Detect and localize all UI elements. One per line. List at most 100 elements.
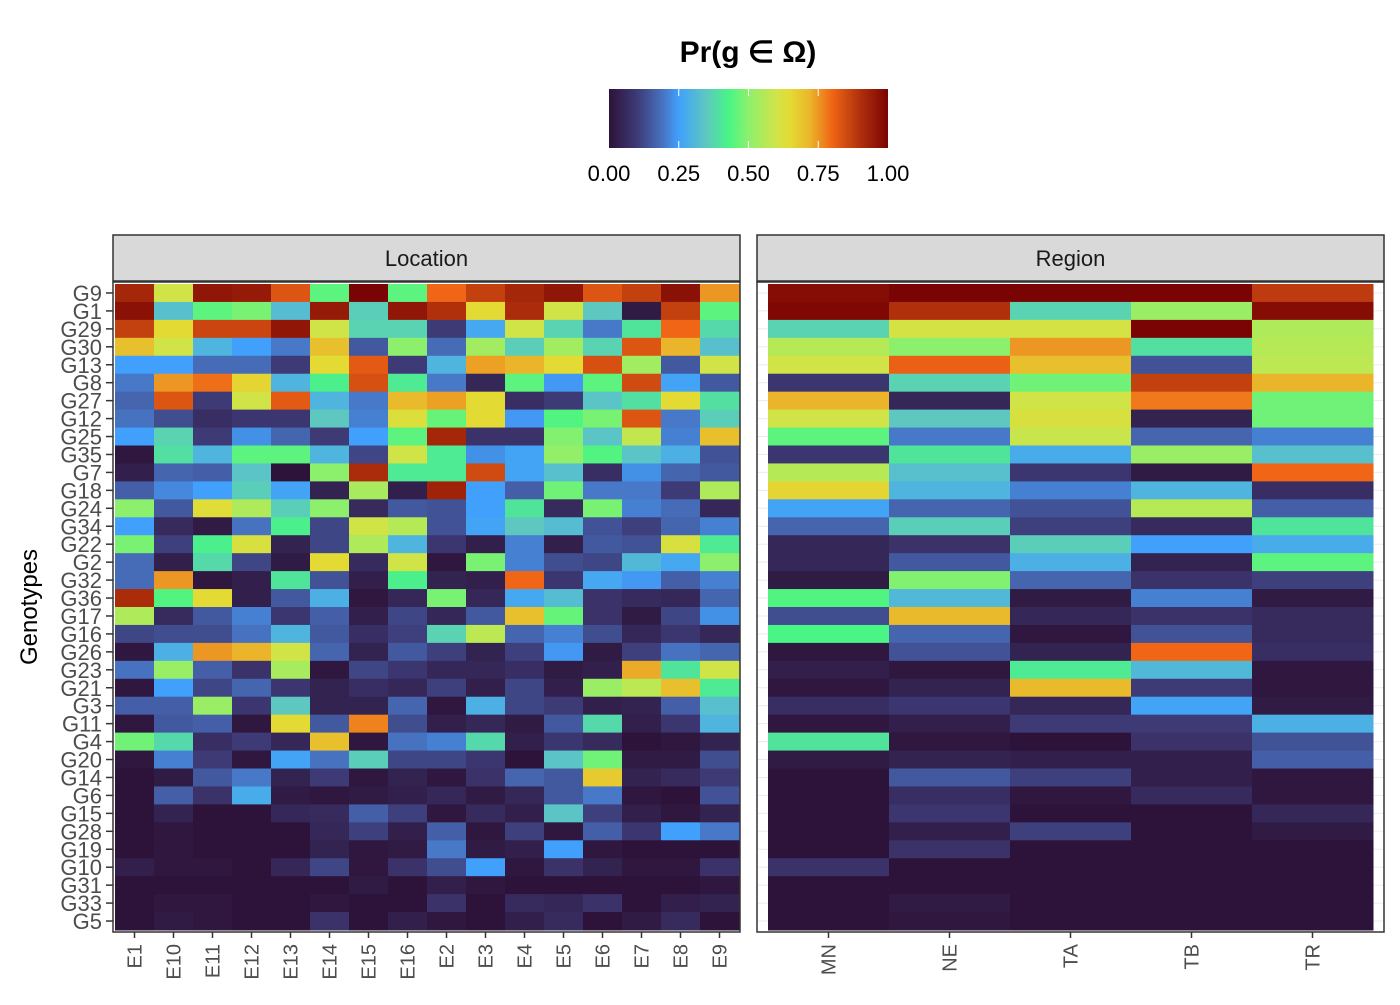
heatmap-cell — [505, 391, 545, 411]
heatmap-cell — [1131, 804, 1253, 823]
heatmap-cell — [544, 750, 584, 769]
heatmap-cell — [349, 284, 389, 303]
heatmap-cell — [349, 696, 389, 716]
heatmap-cell — [768, 786, 890, 805]
heatmap-cell — [768, 732, 890, 752]
heatmap-cell — [661, 804, 701, 823]
heatmap-cell — [466, 499, 506, 518]
heatmap-cell — [466, 678, 506, 698]
y-tick-label: G22 — [60, 532, 102, 557]
heatmap-cell — [544, 768, 584, 787]
heatmap-cell — [154, 373, 194, 393]
heatmap-cell — [622, 714, 662, 734]
heatmap-cell — [1131, 660, 1253, 680]
heatmap-cell — [193, 732, 233, 752]
y-tick-label: G11 — [62, 712, 102, 737]
heatmap-cell — [1252, 319, 1374, 339]
heatmap-cell — [271, 768, 311, 787]
heatmap-cell — [154, 427, 194, 446]
heatmap-cell — [115, 499, 155, 518]
heatmap-cell — [889, 481, 1011, 500]
heatmap-cell — [427, 445, 467, 464]
heatmap-cell — [310, 284, 350, 303]
heatmap-cell — [1010, 355, 1132, 375]
heatmap-cell — [622, 535, 662, 554]
x-tick-label: E9 — [710, 944, 732, 968]
heatmap-cell — [1131, 319, 1253, 339]
heatmap-cell — [154, 445, 194, 464]
heatmap-cell — [310, 535, 350, 554]
y-tick-label: G7 — [73, 460, 102, 485]
heatmap-cell — [310, 409, 350, 429]
heatmap-cell — [768, 517, 890, 536]
heatmap-cell — [889, 804, 1011, 823]
heatmap-cell — [661, 624, 701, 644]
heatmap-cell — [115, 355, 155, 375]
heatmap-cell — [388, 786, 428, 805]
heatmap-cell — [622, 284, 662, 303]
heatmap-cell — [661, 750, 701, 769]
heatmap-cell — [232, 607, 272, 626]
heatmap-cell — [1131, 840, 1253, 859]
heatmap-cell — [768, 894, 890, 913]
heatmap-cell — [544, 499, 584, 518]
y-tick-label: G13 — [60, 353, 102, 378]
heatmap-cell — [1131, 391, 1253, 411]
heatmap-cell — [466, 660, 506, 680]
heatmap-cell — [889, 786, 1011, 805]
heatmap-cell — [700, 445, 740, 464]
heatmap-cell — [505, 714, 545, 734]
heatmap-cell — [193, 499, 233, 518]
heatmap-cell — [622, 822, 662, 841]
heatmap-cell — [193, 696, 233, 716]
heatmap-cell — [661, 301, 701, 321]
heatmap-cell — [193, 912, 233, 931]
heatmap-cell — [583, 714, 623, 734]
heatmap-cell — [1252, 355, 1374, 375]
heatmap-cell — [349, 445, 389, 464]
heatmap-cell — [768, 607, 890, 626]
heatmap-cell — [154, 284, 194, 303]
heatmap-cell — [1252, 786, 1374, 805]
heatmap-cell — [466, 786, 506, 805]
heatmap-cell — [768, 660, 890, 680]
heatmap-cell — [889, 553, 1011, 572]
heatmap-cell — [661, 642, 701, 662]
heatmap-cell — [349, 373, 389, 393]
heatmap-cell — [622, 355, 662, 375]
heatmap-cell — [505, 912, 545, 931]
heatmap-cell — [193, 822, 233, 841]
heatmap-cell — [583, 319, 623, 339]
heatmap-cell — [544, 732, 584, 752]
heatmap-cell — [388, 499, 428, 518]
heatmap-cell — [193, 553, 233, 572]
heatmap-cell — [466, 732, 506, 752]
heatmap-cell — [388, 607, 428, 626]
heatmap-cell — [232, 463, 272, 482]
heatmap-cell — [622, 840, 662, 859]
heatmap-cell — [700, 858, 740, 877]
heatmap-cell — [271, 373, 311, 393]
heatmap-cell — [505, 804, 545, 823]
heatmap-cell — [427, 463, 467, 482]
heatmap-cell — [388, 678, 428, 698]
heatmap-cell — [544, 355, 584, 375]
heatmap-cell — [115, 876, 155, 895]
y-tick-label: G28 — [60, 819, 102, 844]
heatmap-cell — [1010, 768, 1132, 787]
heatmap-cell — [232, 822, 272, 841]
heatmap-cell — [622, 678, 662, 698]
heatmap-cell — [700, 571, 740, 590]
y-tick-label: G34 — [60, 514, 102, 539]
heatmap-cell — [466, 391, 506, 411]
heatmap-cell — [310, 607, 350, 626]
heatmap-cell — [622, 589, 662, 608]
heatmap-cell — [583, 445, 623, 464]
heatmap-cell — [115, 858, 155, 877]
heatmap-cell — [154, 571, 194, 590]
heatmap-cell — [1010, 660, 1132, 680]
heatmap-cell — [1010, 535, 1132, 554]
heatmap-cell — [700, 427, 740, 446]
heatmap-cell — [232, 481, 272, 500]
heatmap-cell — [700, 589, 740, 608]
